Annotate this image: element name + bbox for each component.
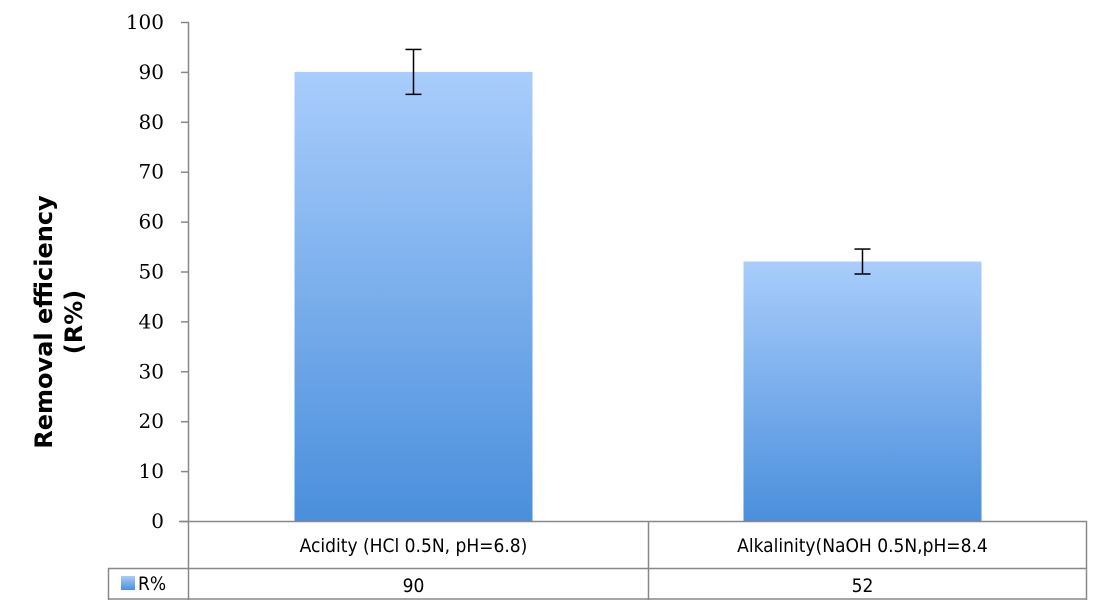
bar [294, 71, 533, 522]
data-table [107, 521, 1088, 600]
y-tick-label: 80 [139, 110, 164, 134]
data-table-value: 90 [403, 575, 425, 597]
y-axis-title: Removal efficiency (R%) [30, 195, 88, 449]
y-tick-label: 70 [139, 160, 164, 184]
y-tick-label: 0 [151, 509, 164, 533]
y-axis-title-line2: (R%) [60, 290, 88, 354]
legend-swatch [121, 576, 135, 590]
y-axis-title-line1: Removal efficiency [30, 195, 58, 449]
y-tick-label: 30 [139, 359, 164, 383]
data-table-value: 52 [852, 575, 874, 597]
category-labels: Acidity (HCl 0.5N, pH=6.8) Alkalinity(NaO… [300, 535, 988, 557]
y-axis-ticks: 0 10 20 30 40 50 60 70 80 90 100 [126, 10, 189, 533]
category-label: Alkalinity(NaOH 0.5N,pH=8.4 [737, 535, 988, 557]
legend-label: R% [138, 573, 166, 595]
y-tick-label: 90 [139, 60, 164, 84]
y-tick-label: 40 [139, 309, 164, 333]
data-table-values: 90 52 [403, 575, 874, 597]
error-bars [405, 48, 871, 275]
bar [743, 261, 982, 521]
bars [294, 71, 982, 522]
y-tick-label: 100 [126, 10, 164, 34]
y-tick-label: 50 [139, 260, 164, 284]
y-tick-label: 60 [139, 210, 164, 234]
y-tick-label: 10 [139, 459, 164, 483]
y-tick-label: 20 [139, 409, 164, 433]
category-label: Acidity (HCl 0.5N, pH=6.8) [300, 535, 528, 557]
